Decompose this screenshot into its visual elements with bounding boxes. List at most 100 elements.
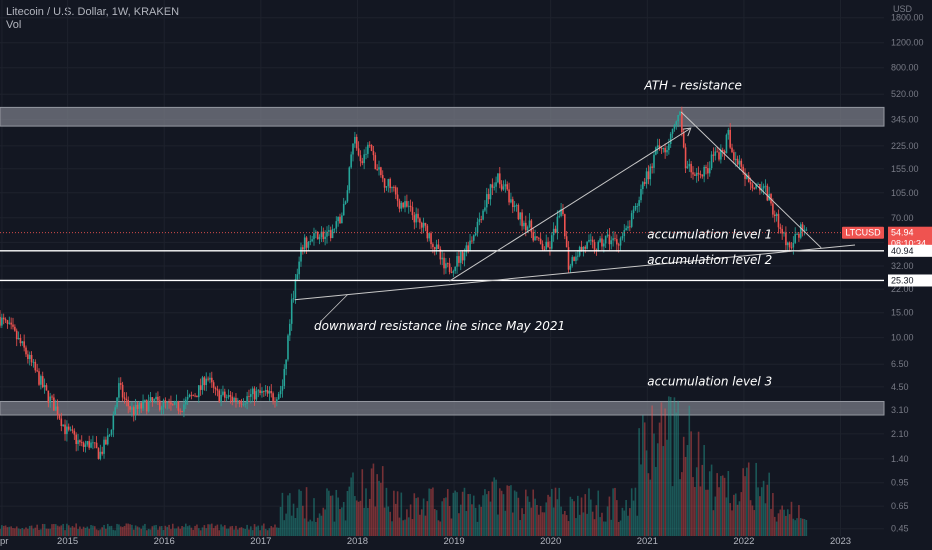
candle-body: [536, 236, 538, 238]
candle-body: [519, 212, 522, 220]
candle-body: [446, 263, 449, 265]
candle-body: [203, 377, 206, 386]
volume-bar: [788, 514, 791, 536]
volume-bar: [147, 528, 150, 536]
volume-bar: [478, 504, 481, 536]
candle-body: [335, 221, 338, 229]
volume-bar: [237, 529, 239, 536]
candle-body: [569, 265, 572, 270]
candle-body: [112, 414, 115, 430]
candle-body: [404, 201, 406, 208]
candle-body: [41, 376, 44, 388]
candle-body: [708, 168, 711, 174]
volume-bar: [60, 525, 63, 536]
candle-body: [192, 395, 195, 397]
volume-bar: [331, 495, 334, 536]
volume-bar: [703, 445, 705, 536]
volume-bar: [679, 479, 681, 536]
volume-bar: [402, 520, 404, 536]
time-axis[interactable]: pr 2015 2016 2017 2018 2019 2020 2021 2022 2023: [0, 536, 851, 547]
bar-countdown: 08:10:34: [891, 239, 926, 249]
candle-body: [705, 166, 707, 169]
symbol-title[interactable]: Litecoin / U.S. Dollar, 1W, KRAKEN: [6, 6, 180, 18]
candle-body: [426, 225, 429, 239]
volume-bar: [294, 517, 297, 536]
candle-body: [274, 401, 276, 403]
volume-bar: [415, 498, 417, 536]
candle-body: [255, 391, 258, 400]
candle-body: [495, 182, 497, 187]
candle-body: [716, 151, 718, 153]
candle-body: [532, 232, 535, 241]
candle-body: [231, 396, 234, 401]
volume-bar: [556, 499, 559, 536]
candle-body: [439, 248, 442, 260]
candle-body: [805, 229, 808, 231]
candle-body: [134, 404, 137, 416]
candle-body: [233, 397, 235, 401]
candle-body: [629, 226, 631, 228]
time-tick-label: 2022: [733, 536, 754, 547]
volume-bar: [118, 524, 120, 536]
volume-bar: [352, 472, 354, 536]
candle-body: [261, 390, 263, 394]
candle-body: [511, 199, 514, 208]
chart-header: Litecoin / U.S. Dollar, 1W, KRAKEN Vol: [6, 6, 179, 32]
candle-body: [162, 400, 165, 408]
time-tick-label: 2017: [250, 536, 271, 547]
volume-bar: [668, 396, 670, 536]
volume-bar: [116, 523, 118, 536]
volume-bar: [140, 528, 143, 536]
volume-bar: [733, 494, 735, 536]
volume-bar: [469, 493, 471, 536]
volume-bar: [2, 525, 5, 536]
volume-bar: [101, 527, 103, 536]
candle-body: [604, 235, 607, 244]
volume-bar: [552, 507, 555, 536]
candle-body: [60, 418, 63, 427]
chart-grid: [0, 0, 884, 536]
candle-body: [725, 134, 728, 154]
volume-bar: [714, 496, 717, 536]
candle-body: [567, 247, 570, 270]
volume-bar: [697, 431, 700, 536]
candle-body: [361, 161, 364, 164]
volume-bar: [484, 489, 486, 536]
volume-bar: [129, 524, 131, 536]
candle-body: [673, 124, 676, 129]
volume-bar: [601, 512, 603, 536]
volume-bar: [725, 497, 728, 536]
candle-body: [248, 396, 250, 397]
volume-bars: [0, 396, 808, 536]
volume-bar: [768, 472, 770, 536]
candle-body: [346, 190, 349, 202]
volume-bar: [184, 523, 187, 536]
volume-bar: [458, 513, 460, 536]
volume-bar: [25, 527, 27, 536]
candle-body: [144, 400, 146, 401]
candle-body: [487, 194, 490, 200]
candle-body: [682, 132, 685, 148]
volume-bar: [586, 513, 588, 536]
candle-body: [181, 411, 183, 412]
candle-body: [355, 136, 358, 149]
volume-bar: [426, 501, 429, 536]
candle-body: [794, 234, 796, 243]
volume-bar: [577, 495, 579, 536]
volume-bar: [523, 513, 525, 536]
time-tick-label: 2015: [57, 536, 78, 547]
volume-bar: [365, 488, 367, 536]
volume-bar: [580, 497, 583, 536]
volume-bar: [253, 524, 256, 536]
candle-body: [684, 147, 687, 169]
candle-body: [153, 399, 156, 401]
candle-body: [556, 216, 559, 233]
price-tick-label: 800.00: [891, 63, 919, 73]
volume-indicator-label[interactable]: Vol: [6, 19, 22, 31]
volume-bar: [441, 501, 443, 536]
candle-body: [454, 266, 456, 271]
volume-bar: [88, 528, 90, 536]
